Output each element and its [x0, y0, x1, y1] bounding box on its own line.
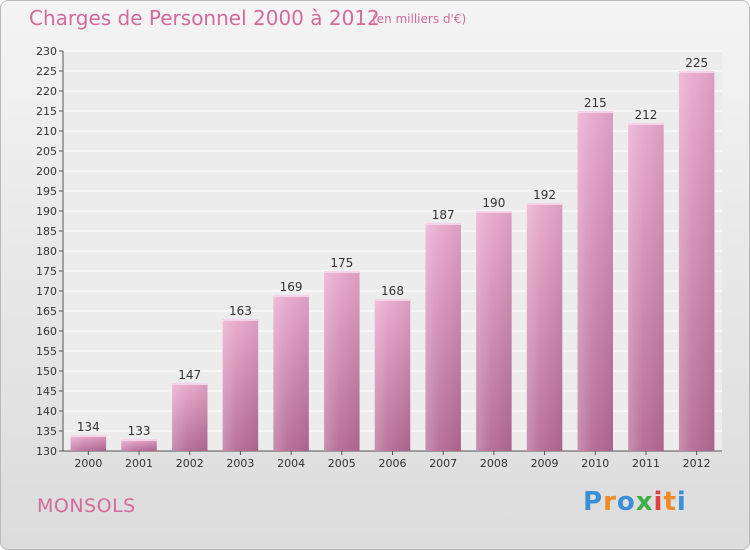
bar-shine [222, 319, 259, 451]
y-tick-label: 185 [36, 225, 57, 238]
data-label: 134 [77, 420, 100, 434]
x-axis: 2000 2001 2002 2003 2004 2005 2006 2007 2008 2009… [74, 451, 711, 470]
data-label: 215 [584, 96, 607, 110]
bar-shine [374, 299, 411, 451]
commune-name: MONSOLS [37, 495, 136, 517]
bar-top-edge [324, 271, 360, 273]
logo-letter: t [663, 487, 677, 517]
data-label: 192 [533, 188, 556, 202]
x-tick-label: 2006 [379, 457, 407, 470]
chart-title: Charges de Personnel 2000 à 2012 [29, 6, 380, 30]
bar-shine [526, 203, 563, 451]
y-tick-label: 135 [36, 425, 57, 438]
data-label: 175 [330, 256, 353, 270]
bar-top-edge [425, 223, 461, 225]
y-tick-label: 205 [36, 145, 57, 158]
x-tick-label: 2010 [581, 457, 609, 470]
y-tick-label: 215 [36, 105, 57, 118]
y-tick-label: 190 [36, 205, 57, 218]
bar-shine [577, 111, 614, 451]
x-tick-label: 2008 [480, 457, 508, 470]
bar-shine [678, 71, 715, 451]
x-tick-label: 2003 [226, 457, 254, 470]
bar-top-edge [121, 439, 157, 441]
y-tick-label: 180 [36, 245, 57, 258]
data-label: 190 [482, 196, 505, 210]
bar-top-edge [171, 383, 208, 385]
bar-shine [476, 211, 512, 451]
bar-top-edge [577, 111, 614, 113]
bar-shine [324, 271, 360, 451]
proxiti-logo[interactable]: Proxiti [583, 487, 687, 517]
data-label: 147 [178, 368, 201, 382]
x-tick-label: 2000 [74, 457, 102, 470]
data-label: 168 [381, 284, 404, 298]
data-label: 187 [432, 208, 455, 222]
y-tick-label: 160 [36, 325, 57, 338]
y-tick-label: 220 [36, 85, 57, 98]
data-label: 212 [635, 108, 658, 122]
y-tick-label: 150 [36, 365, 57, 378]
bar-top-edge [222, 319, 259, 321]
bar-top-edge [273, 295, 309, 297]
logo-letter: i [653, 487, 664, 517]
bar-shine [273, 295, 309, 451]
y-tick-label: 175 [36, 265, 57, 278]
bar-top-edge [628, 123, 664, 125]
y-tick-label: 145 [36, 385, 57, 398]
bar-shine [628, 123, 664, 451]
y-tick-label: 165 [36, 305, 57, 318]
bar-top-edge [526, 203, 563, 205]
x-tick-label: 2004 [277, 457, 305, 470]
logo-letter: i [676, 487, 687, 517]
x-tick-label: 2012 [683, 457, 711, 470]
x-tick-label: 2001 [125, 457, 153, 470]
y-tick-label: 225 [36, 65, 57, 78]
y-tick-label: 140 [36, 405, 57, 418]
bar-shine [70, 435, 107, 451]
x-tick-label: 2011 [632, 457, 660, 470]
bar-top-edge [476, 211, 512, 213]
bar-top-edge [374, 299, 411, 301]
x-tick-label: 2005 [328, 457, 356, 470]
y-tick-label: 195 [36, 185, 57, 198]
x-tick-label: 2009 [531, 457, 559, 470]
logo-letter: x [635, 487, 654, 517]
data-label: 169 [280, 280, 303, 294]
bar-shine [425, 223, 461, 451]
logo-letter: P [583, 487, 604, 517]
x-tick-label: 2007 [429, 457, 457, 470]
y-tick-label: 210 [36, 125, 57, 138]
bar-top-edge [678, 71, 715, 73]
data-label: 225 [685, 56, 708, 70]
y-tick-label: 155 [36, 345, 57, 358]
bars: 134 133 147 163 169 175 168 187 190 192 215 212 225 [70, 56, 715, 451]
y-tick-label: 170 [36, 285, 57, 298]
bar-top-edge [70, 435, 107, 437]
y-tick-label: 230 [36, 45, 57, 58]
x-tick-label: 2002 [176, 457, 204, 470]
data-label: 133 [128, 424, 151, 438]
y-axis: 1301351401451501551601651701751801851901… [36, 45, 722, 458]
y-tick-label: 130 [36, 445, 57, 458]
bar-shine [171, 383, 208, 451]
data-label: 163 [229, 304, 252, 318]
chart-subtitle: (en milliers d'€) [372, 12, 467, 26]
bar-shine [121, 439, 157, 451]
y-tick-label: 200 [36, 165, 57, 178]
logo-letter: r [603, 487, 617, 517]
logo-letter: o [616, 487, 636, 517]
